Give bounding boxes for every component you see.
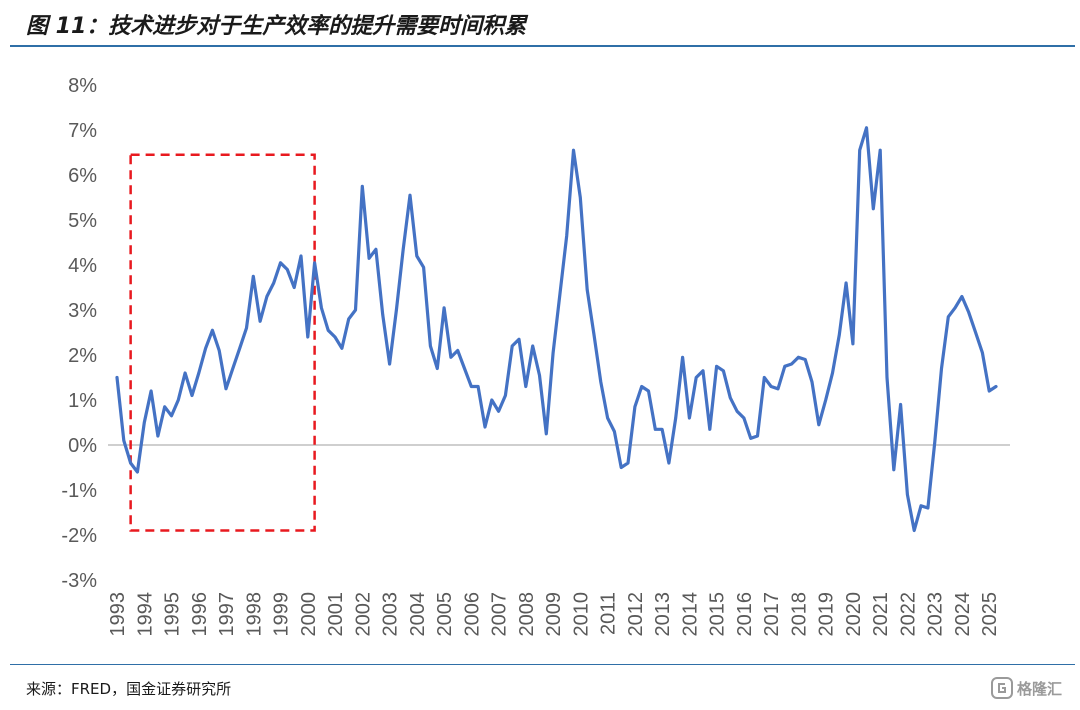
y-tick-label: -3% (61, 570, 97, 592)
watermark: 格隆汇 (990, 677, 1062, 699)
y-tick-label: 1% (68, 390, 97, 412)
x-tick-label: 1994 (134, 592, 156, 637)
x-tick-label: 2013 (652, 592, 674, 637)
x-tick-label: 2012 (625, 592, 647, 637)
x-tick-label: 2007 (489, 592, 511, 637)
x-tick-label: 2001 (325, 592, 347, 637)
x-tick-label: 2006 (461, 592, 483, 637)
x-tick-label: 1995 (162, 592, 184, 637)
x-tick-label: 2025 (979, 592, 1001, 637)
x-tick-label: 2009 (543, 592, 565, 637)
y-tick-label: 6% (68, 165, 97, 187)
x-tick-label: 1997 (216, 592, 238, 637)
x-tick-label: 2018 (788, 592, 810, 637)
series-line (115, 126, 998, 533)
title-divider (10, 45, 1075, 47)
y-tick-label: -2% (61, 525, 97, 547)
x-tick-label: 2021 (870, 592, 892, 637)
x-tick-label: 2000 (298, 592, 320, 637)
x-tick-label: 1993 (107, 592, 129, 637)
figure-title: 图 11：技术进步对于生产效率的提升需要时间积累 (26, 14, 527, 39)
y-tick-label: 0% (68, 435, 97, 457)
x-tick-label: 2008 (516, 592, 538, 637)
line-chart: -3% -2% -1% 0% 1% 2% 3% 4% 5% 6% 7% 8% 1993 1994 1995… (61, 75, 1010, 637)
x-tick-label: 2022 (897, 592, 919, 637)
y-tick-label: 8% (68, 75, 97, 97)
y-tick-label: -1% (61, 480, 97, 502)
x-tick-label: 2014 (679, 592, 701, 637)
x-tick-label: 1998 (243, 592, 265, 637)
footer-divider (10, 664, 1075, 665)
highlight-box (129, 153, 316, 532)
x-tick-label: 2020 (843, 592, 865, 637)
y-tick-label: 4% (68, 255, 97, 277)
x-tick-label: 2011 (598, 592, 620, 635)
x-tick-label: 2019 (816, 592, 838, 637)
x-tick-label: 2005 (434, 592, 456, 637)
watermark-logo-icon (990, 677, 1013, 699)
x-tick-label: 2023 (925, 592, 947, 637)
x-tick-label: 1999 (271, 592, 293, 637)
x-tick-label: 2010 (570, 592, 592, 637)
x-tick-label: 2002 (352, 592, 374, 637)
x-tick-label: 2016 (734, 592, 756, 637)
y-tick-label: 5% (68, 210, 97, 232)
y-tick-label: 2% (68, 345, 97, 367)
source-note: 来源：FRED，国金证券研究所 (26, 680, 232, 698)
y-tick-label: 3% (68, 300, 97, 322)
x-tick-label: 2004 (407, 592, 429, 637)
x-axis-tick-labels: 1993 1994 1995 1996 1997 1998 1999 2000 2001 2002… (107, 592, 1001, 637)
x-tick-label: 2017 (761, 592, 783, 637)
y-axis-tick-labels: -3% -2% -1% 0% 1% 2% 3% 4% 5% 6% 7% 8% (61, 75, 97, 592)
x-tick-label: 2015 (707, 592, 729, 637)
x-tick-label: 2003 (380, 592, 402, 637)
watermark-text: 格隆汇 (1016, 679, 1062, 698)
x-tick-label: 1996 (189, 592, 211, 637)
y-tick-label: 7% (68, 120, 97, 142)
x-tick-label: 2024 (952, 592, 974, 637)
